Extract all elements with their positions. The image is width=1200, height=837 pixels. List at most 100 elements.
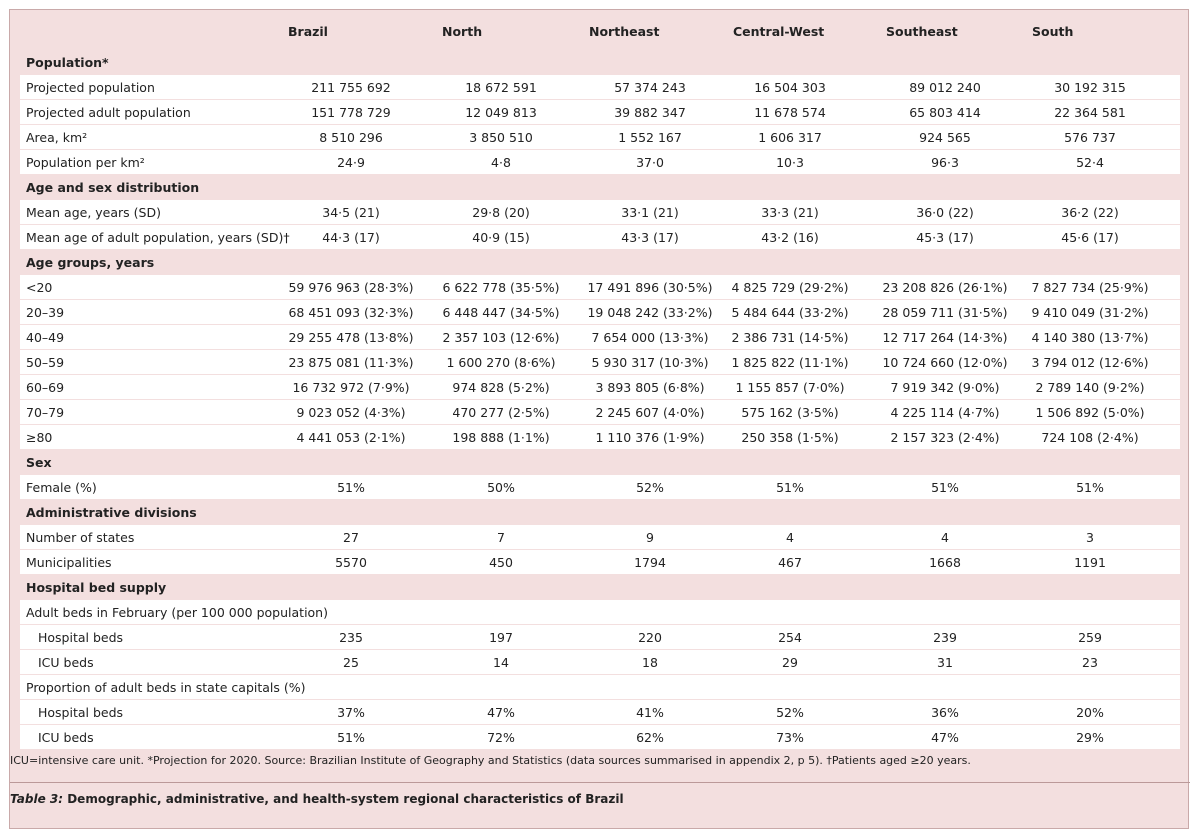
- table-row: [20, 400, 1180, 424]
- table-cell: 5570: [335, 555, 367, 570]
- table-cell: 37%: [337, 705, 365, 720]
- column-header: Brazil: [288, 24, 328, 39]
- table-cell: 3: [1086, 530, 1094, 545]
- table-row: [20, 650, 1180, 674]
- table-cell: 1 110 376 (1·9%): [595, 430, 705, 445]
- section-title: Administrative divisions: [26, 505, 197, 520]
- table-cell: 36%: [931, 705, 959, 720]
- table-cell: 1 825 822 (11·1%): [731, 355, 849, 370]
- table-cell: 1 552 167: [618, 130, 682, 145]
- table-cell: 220: [638, 630, 662, 645]
- table-cell: 11 678 574: [754, 105, 826, 120]
- table-cell: 198 888 (1·1%): [452, 430, 550, 445]
- row-label: Municipalities: [26, 555, 112, 570]
- table-row: [20, 375, 1180, 399]
- table-cell: 1 600 270 (8·6%): [446, 355, 556, 370]
- table-cell: 29·8 (20): [472, 205, 530, 220]
- table-cell: 52%: [776, 705, 804, 720]
- table-cell: 16 504 303: [754, 80, 826, 95]
- table-row: [20, 125, 1180, 149]
- table-row: [20, 475, 1180, 499]
- table-cell: 51%: [337, 480, 365, 495]
- table-cell: 470 277 (2·5%): [452, 405, 550, 420]
- table-cell: 4: [786, 530, 794, 545]
- table-cell: 5 484 644 (33·2%): [731, 305, 849, 320]
- table-cell: 12 049 813: [465, 105, 537, 120]
- row-label: Hospital beds: [38, 705, 124, 720]
- table-cell: 19 048 242 (33·2%): [587, 305, 713, 320]
- table-cell: 8 510 296: [319, 130, 383, 145]
- table-cell: 4·8: [491, 155, 511, 170]
- subgroup-label: Adult beds in February (per 100 000 popu…: [26, 605, 328, 620]
- table-cell: 17 491 896 (30·5%): [587, 280, 713, 295]
- table-cell: 1 506 892 (5·0%): [1035, 405, 1145, 420]
- table-cell: 23 208 826 (26·1%): [882, 280, 1008, 295]
- table-cell: 50%: [487, 480, 515, 495]
- table-row: [20, 75, 1180, 99]
- section-title: Age groups, years: [26, 255, 155, 270]
- table-cell: 23: [1082, 655, 1098, 670]
- table-cell: 31: [937, 655, 953, 670]
- footnote: ICU=intensive care unit. *Projection for…: [10, 754, 971, 767]
- column-header: North: [442, 24, 483, 39]
- table-cell: 29 255 478 (13·8%): [288, 330, 414, 345]
- table-cell: 30 192 315: [1054, 80, 1126, 95]
- table-cell: 47%: [931, 730, 959, 745]
- table-cell: 62%: [636, 730, 664, 745]
- column-header: Southeast: [886, 24, 958, 39]
- table-row: [20, 325, 1180, 349]
- row-label: 20–39: [26, 305, 65, 320]
- table-cell: 575 162 (3·5%): [741, 405, 839, 420]
- row-label: 50–59: [26, 355, 65, 370]
- table-cell: 259: [1078, 630, 1102, 645]
- table-cell: 73%: [776, 730, 804, 745]
- row-label: ICU beds: [38, 655, 94, 670]
- caption-label: Table 3:: [10, 792, 64, 806]
- subgroup-row: [20, 600, 1180, 624]
- table-cell: 36·2 (22): [1061, 205, 1119, 220]
- subgroup-row: [20, 675, 1180, 699]
- table-cell: 45·6 (17): [1061, 230, 1119, 245]
- table-cell: 44·3 (17): [322, 230, 380, 245]
- table-cell: 33·1 (21): [621, 205, 679, 220]
- table-row: [20, 525, 1180, 549]
- table-cell: 5 930 317 (10·3%): [591, 355, 709, 370]
- table-cell: 89 012 240: [909, 80, 981, 95]
- table-cell: 47%: [487, 705, 515, 720]
- table-cell: 2 789 140 (9·2%): [1035, 380, 1145, 395]
- row-label: Projected population: [26, 80, 155, 95]
- table-frame: Brazil North Northeast Central-West Southeas…: [9, 9, 1189, 829]
- table-row: [20, 150, 1180, 174]
- table-cell: 211 755 692: [311, 80, 391, 95]
- table-cell: 10·3: [776, 155, 804, 170]
- table-row: [20, 350, 1180, 374]
- table-cell: 250 358 (1·5%): [741, 430, 839, 445]
- table-cell: 23 875 081 (11·3%): [288, 355, 414, 370]
- table-cell: 29%: [1076, 730, 1104, 745]
- table-cell: 1668: [929, 555, 961, 570]
- table-cell: 51%: [931, 480, 959, 495]
- table-cell: 235: [339, 630, 363, 645]
- table-cell: 40·9 (15): [472, 230, 530, 245]
- table-cell: 239: [933, 630, 957, 645]
- table-cell: 724 108 (2·4%): [1041, 430, 1139, 445]
- table-cell: 43·2 (16): [761, 230, 819, 245]
- table-cell: 10 724 660 (12·0%): [882, 355, 1008, 370]
- row-label: Projected adult population: [26, 105, 191, 120]
- table-cell: 65 803 414: [909, 105, 981, 120]
- row-label: Area, km²: [26, 130, 88, 145]
- caption-rule: [10, 782, 1190, 783]
- column-header: Central-West: [733, 24, 825, 39]
- table-cell: 52·4: [1076, 155, 1104, 170]
- table-cell: 1191: [1074, 555, 1106, 570]
- table-cell: 3 893 805 (6·8%): [595, 380, 705, 395]
- table-cell: 924 565: [919, 130, 971, 145]
- table-cell: 2 386 731 (14·5%): [731, 330, 849, 345]
- table-cell: 6 448 447 (34·5%): [442, 305, 560, 320]
- table-cell: 4 225 114 (4·7%): [890, 405, 1000, 420]
- table-cell: 96·3: [931, 155, 959, 170]
- table-cell: 974 828 (5·2%): [452, 380, 550, 395]
- row-label: Hospital beds: [38, 630, 124, 645]
- table-cell: 197: [489, 630, 513, 645]
